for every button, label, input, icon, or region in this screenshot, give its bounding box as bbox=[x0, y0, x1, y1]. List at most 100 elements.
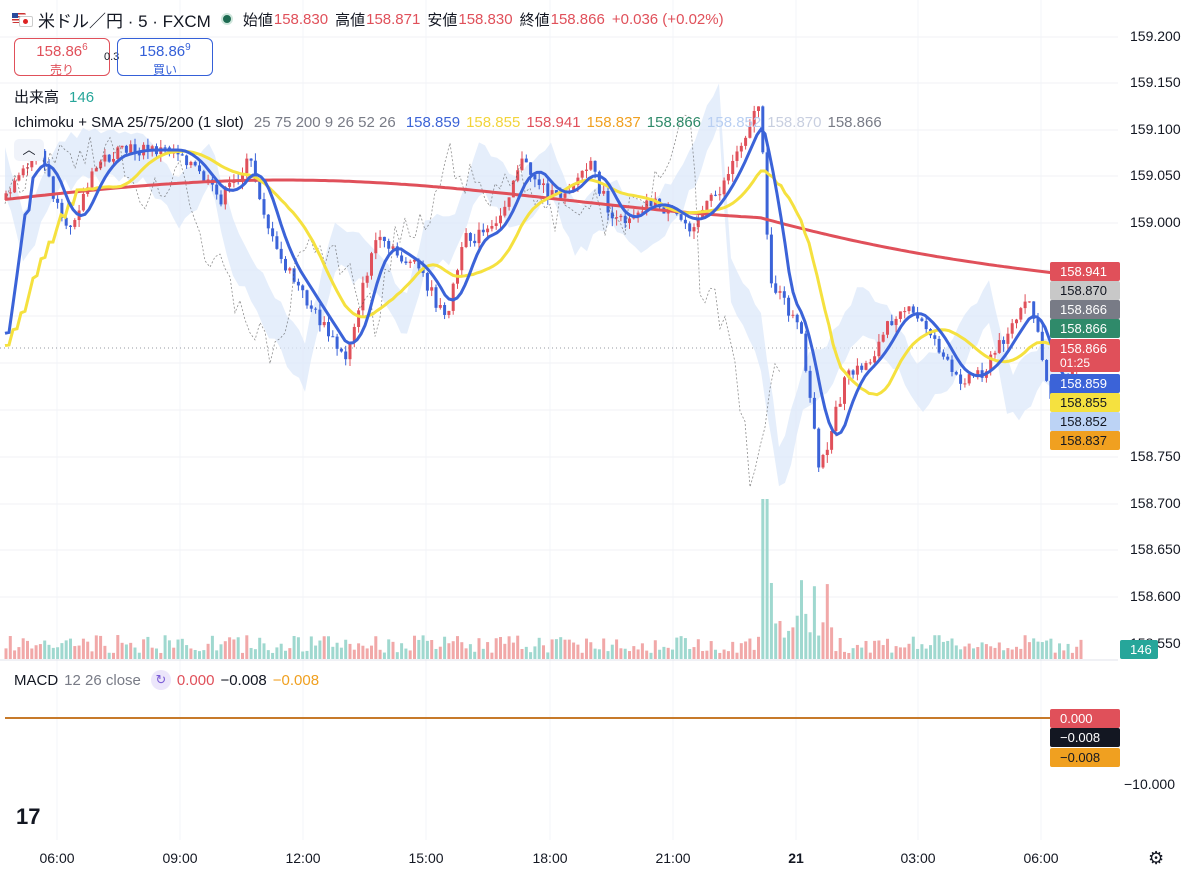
candle-body bbox=[937, 338, 941, 353]
candle-body bbox=[843, 377, 846, 404]
volume-bar bbox=[314, 645, 318, 659]
volume-bar bbox=[13, 650, 17, 659]
candle-body bbox=[202, 171, 206, 183]
candle-body bbox=[64, 217, 68, 226]
volume-bar bbox=[258, 637, 262, 659]
candle-body bbox=[322, 322, 326, 326]
volume-bar bbox=[752, 649, 756, 659]
settings-gear-icon[interactable]: ⚙ bbox=[1148, 848, 1165, 868]
volume-bar bbox=[370, 645, 373, 659]
volume-bar bbox=[309, 636, 313, 659]
price-tag: 158.855 bbox=[1050, 393, 1120, 412]
candle-body bbox=[90, 171, 94, 188]
macd-label: MACD bbox=[14, 671, 59, 689]
candle-body bbox=[292, 268, 296, 282]
volume-legend[interactable]: 出来高 146 bbox=[14, 86, 94, 107]
candle-body bbox=[198, 165, 201, 172]
candle-body bbox=[757, 106, 760, 111]
volume-bar bbox=[610, 644, 614, 659]
candle-body bbox=[834, 406, 838, 431]
price-tag: 158.941 bbox=[1050, 262, 1120, 281]
macd-legend[interactable]: MACD 12 26 close ↻ 0.000 −0.008 −0.008 bbox=[14, 670, 325, 690]
candle-body bbox=[391, 246, 395, 249]
volume-bar bbox=[331, 646, 335, 659]
volume-bar bbox=[262, 643, 266, 659]
volume-bar bbox=[576, 644, 580, 659]
volume-bar bbox=[81, 638, 85, 659]
candle-body bbox=[81, 193, 85, 211]
candle-body bbox=[425, 273, 429, 291]
candle-body bbox=[387, 241, 391, 249]
price-tick: 159.000 bbox=[1130, 214, 1181, 230]
candle-body bbox=[744, 137, 748, 146]
candle-body bbox=[490, 225, 494, 229]
volume-bar bbox=[1066, 643, 1070, 659]
candle-body bbox=[438, 305, 442, 308]
refresh-icon[interactable]: ↻ bbox=[150, 670, 171, 690]
candle-body bbox=[43, 150, 47, 165]
candle-body bbox=[563, 193, 567, 198]
candle-body bbox=[735, 151, 739, 161]
volume-bar bbox=[791, 627, 795, 659]
volume-bar bbox=[103, 645, 107, 659]
volume-bar bbox=[447, 643, 451, 659]
volume-bar bbox=[800, 580, 803, 659]
candle-body bbox=[361, 282, 365, 311]
ichimoku-legend[interactable]: Ichimoku + SMA 25/75/200 (1 slot) 25 75 … bbox=[14, 114, 894, 131]
volume-bar bbox=[602, 638, 606, 659]
volume-bar bbox=[589, 642, 593, 659]
volume-bar bbox=[124, 644, 128, 659]
volume-bar bbox=[748, 638, 752, 659]
volume-bar bbox=[253, 649, 257, 659]
volume-bar bbox=[400, 643, 404, 659]
candle-body bbox=[808, 370, 812, 398]
candle-body bbox=[69, 225, 72, 227]
volume-bar bbox=[464, 648, 468, 659]
candle-body bbox=[434, 287, 438, 308]
volume-bar bbox=[726, 651, 730, 659]
sell-button[interactable]: 158.866 売り bbox=[14, 38, 110, 77]
volume-bar bbox=[301, 651, 305, 659]
buy-button[interactable]: 158.869 買い bbox=[117, 38, 213, 77]
volume-label: 出来高 bbox=[14, 89, 60, 106]
candle-body bbox=[241, 173, 244, 182]
candle-body bbox=[477, 229, 481, 244]
candle-body bbox=[1006, 333, 1010, 344]
candle-body bbox=[877, 341, 881, 357]
volume-bar bbox=[718, 652, 722, 659]
ichimoku-params: 25 75 200 9 26 52 26 bbox=[253, 114, 396, 131]
volume-bar bbox=[249, 647, 253, 659]
time-tick: 21:00 bbox=[655, 850, 691, 866]
low-value: 158.830 bbox=[458, 10, 513, 28]
volume-bar bbox=[142, 639, 146, 659]
candle-body bbox=[245, 158, 249, 174]
volume-bar bbox=[649, 652, 653, 659]
candle-body bbox=[726, 174, 730, 181]
collapse-legend-button[interactable]: ︿ bbox=[14, 139, 44, 161]
volume-bar bbox=[537, 637, 541, 659]
candle-body bbox=[593, 160, 597, 172]
volume-bar bbox=[43, 640, 47, 659]
volume-bar bbox=[881, 645, 885, 659]
candle-body bbox=[51, 176, 55, 199]
symbol-header: 米ドル／円 · 5 · FXCM 始値 158.830 高値 158.871 安値 1… bbox=[12, 7, 731, 31]
volume-bar bbox=[51, 647, 55, 659]
candle-body bbox=[894, 318, 898, 326]
volume-bar bbox=[860, 647, 864, 659]
volume-bar bbox=[219, 644, 223, 659]
volume-bar bbox=[374, 636, 378, 659]
candle-body bbox=[585, 169, 588, 171]
tradingview-logo[interactable]: 17 bbox=[16, 804, 41, 829]
volume-bar bbox=[477, 638, 481, 659]
volume-bar bbox=[765, 499, 769, 659]
volume-bar bbox=[271, 652, 275, 659]
time-tick: 12:00 bbox=[285, 850, 321, 866]
ichimoku-value-2: 158.941 bbox=[526, 114, 581, 131]
symbol-name[interactable]: 米ドル／円 · 5 · FXCM bbox=[38, 11, 211, 31]
candle-body bbox=[950, 359, 954, 372]
volume-bar bbox=[202, 650, 206, 659]
volume-bar bbox=[843, 651, 846, 659]
candle-body bbox=[580, 170, 584, 178]
candle-body bbox=[370, 253, 373, 276]
